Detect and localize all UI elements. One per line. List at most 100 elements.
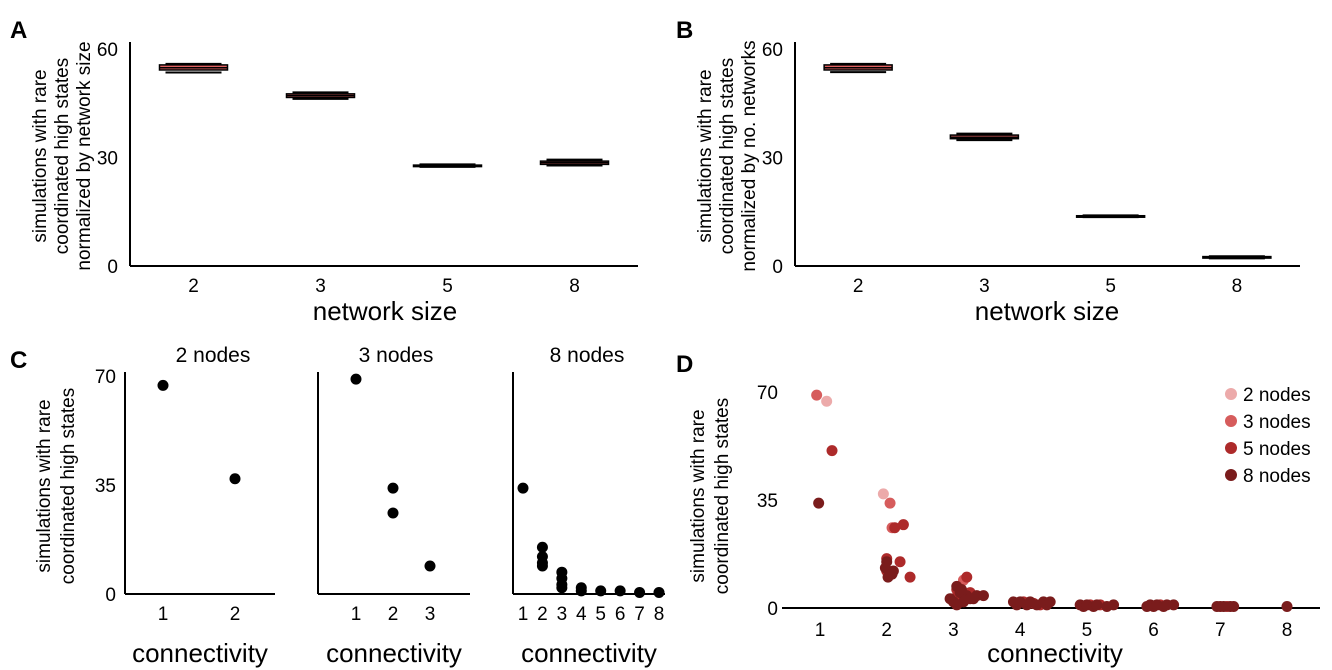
data-point (811, 389, 823, 401)
y-axis-label-c: simulations with rare coordinated high st… (34, 388, 79, 584)
data-point (877, 488, 889, 500)
x-tick-label: 7 (1215, 620, 1226, 641)
x-tick-label: 2 (188, 276, 199, 297)
y-axis-label-d: simulations with rare coordinated high st… (688, 398, 733, 594)
series-2-nodes (821, 395, 889, 500)
data-point (387, 507, 399, 519)
y-tick-label: 60 (97, 40, 118, 61)
data-point (350, 373, 362, 385)
y-label-line: coordinated high states (717, 58, 738, 254)
data-point (1044, 596, 1056, 608)
x-tick-label: 1 (815, 620, 826, 641)
panel-label-d: D (676, 351, 693, 378)
subplot-8-nodes: 8 nodes 1 2 3 4 5 6 7 8 connectivity (512, 344, 665, 668)
legend-label: 2 nodes (1243, 385, 1311, 406)
data-point (813, 497, 825, 509)
panel-label-c: C (10, 347, 27, 374)
data-point (424, 560, 436, 572)
x-tick-label: 8 (654, 604, 665, 625)
x-axis-label-a: network size (313, 296, 458, 326)
y-label-line: coordinated high states (712, 398, 733, 594)
x-tick-label: 1 (158, 604, 169, 625)
x-tick-label: 8 (1232, 276, 1243, 297)
y-tick-label: 0 (105, 585, 116, 606)
x-tick-label: 3 (557, 604, 568, 625)
legend-label: 3 nodes (1243, 412, 1311, 433)
data-point (387, 482, 399, 494)
x-tick-label: 2 (230, 604, 241, 625)
data-point (536, 560, 548, 572)
panel-a: A simulations with rare coordinated high … (10, 17, 638, 326)
panel-d: D simulations with rare coordinated high … (676, 351, 1320, 668)
data-point (961, 571, 973, 583)
y-label-line: coordinated high states (58, 388, 79, 584)
x-tick-label: 2 (853, 276, 864, 297)
x-tick-label: 5 (595, 604, 606, 625)
data-point (821, 395, 833, 407)
panel-label-b: B (676, 17, 693, 44)
x-axis-label-d: connectivity (987, 638, 1123, 668)
x-tick-label: 5 (1082, 620, 1093, 641)
legend-d: 2 nodes 3 nodes 5 nodes 8 nodes (1225, 385, 1311, 487)
legend-label: 8 nodes (1243, 466, 1311, 487)
scatter-plot-d: 1 2 3 4 5 6 7 8 0 35 70 (757, 383, 1320, 641)
x-axis-label: connectivity (521, 638, 657, 668)
y-label-line: normalized by no. networks (739, 40, 760, 271)
data-point (575, 585, 587, 597)
data-point (614, 585, 626, 597)
y-label-line: simulations with rare (688, 409, 709, 582)
box-plot-b: 0 30 60 2 3 5 8 (762, 40, 1300, 297)
data-point (517, 482, 529, 494)
x-tick-label: 3 (979, 276, 990, 297)
y-label-line: coordinated high states (52, 58, 73, 254)
x-tick-label: 3 (948, 620, 959, 641)
data-point (634, 586, 646, 598)
x-tick-label: 2 (388, 604, 399, 625)
data-point (884, 497, 896, 509)
x-tick-label: 4 (576, 604, 587, 625)
data-point (1108, 599, 1120, 611)
subplot-title: 8 nodes (550, 344, 625, 367)
y-tick-label: 70 (757, 383, 778, 404)
x-tick-label: 6 (1148, 620, 1159, 641)
data-point (595, 585, 607, 597)
data-point (904, 571, 916, 583)
x-tick-label: 7 (634, 604, 645, 625)
x-tick-label: 3 (315, 276, 326, 297)
y-tick-label: 35 (757, 491, 778, 512)
panel-c: C simulations with rare coordinated high … (10, 344, 665, 668)
y-label-line: simulations with rare (34, 399, 55, 572)
x-tick-label: 5 (1105, 276, 1116, 297)
legend-label: 5 nodes (1243, 439, 1311, 460)
x-axis-label-b: network size (975, 296, 1120, 326)
y-tick-label: 70 (95, 367, 116, 388)
data-point (826, 445, 838, 457)
data-point (1168, 599, 1180, 611)
x-tick-label: 8 (569, 276, 580, 297)
x-tick-label: 5 (442, 276, 453, 297)
x-tick-label: 2 (537, 604, 548, 625)
data-point (1281, 600, 1293, 612)
y-tick-label: 35 (95, 476, 116, 497)
y-tick-label: 0 (772, 257, 783, 278)
data-point (897, 519, 909, 531)
data-point (955, 583, 967, 595)
x-tick-label: 1 (518, 604, 529, 625)
y-tick-label: 30 (762, 149, 783, 170)
x-axis-label: connectivity (132, 638, 268, 668)
data-point (556, 582, 568, 594)
data-point (889, 522, 901, 534)
x-tick-label: 2 (881, 620, 892, 641)
y-tick-label: 0 (107, 257, 118, 278)
data-point (886, 568, 898, 580)
panel-label-a: A (10, 17, 27, 44)
x-tick-label: 6 (615, 604, 626, 625)
x-tick-label: 8 (1282, 620, 1293, 641)
legend-marker (1225, 469, 1237, 481)
legend-marker (1225, 415, 1237, 427)
y-tick-label: 60 (762, 40, 783, 61)
data-point (536, 541, 548, 553)
subplot-2-nodes: 2 nodes 1 2 connectivity (124, 344, 275, 668)
x-axis-label: connectivity (326, 638, 462, 668)
